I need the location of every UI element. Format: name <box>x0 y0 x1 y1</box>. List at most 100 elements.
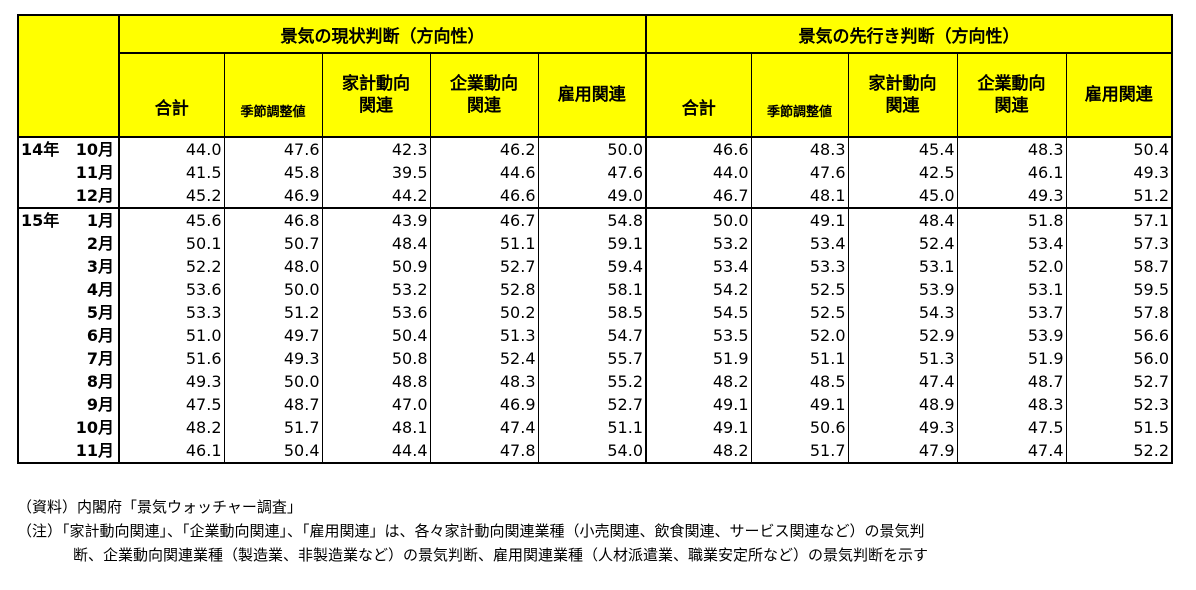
future-value-cell: 53.4 <box>750 232 848 255</box>
current-corporate-header: 企業動向 関連 <box>429 52 538 137</box>
row-period-label: 10月 <box>17 416 120 439</box>
row-period-label: 8月 <box>17 370 120 393</box>
table-row: 14年 10月 44.0 47.6 42.3 46.2 50.0 46.6 48.3 45.4 48… <box>17 136 1173 161</box>
future-value-cell: 51.9 <box>645 347 751 370</box>
economy-watcher-table: 景気の現状判断（方向性） 景気の先行き判断（方向性） 合計 季節調整値 家計動向… <box>17 14 1173 464</box>
future-household-header-line1: 家計動向 <box>868 74 937 94</box>
current-value-cell: 50.0 <box>223 278 322 301</box>
footnote-line-1: （注）「家計動向関連」、「企業動向関連」、「雇用関連」は、各々家計動向関連業種（… <box>17 522 925 540</box>
current-value-cell: 41.5 <box>118 161 224 184</box>
future-seasonal-header: 季節調整値 <box>750 53 848 137</box>
future-value-cell: 52.9 <box>847 324 957 347</box>
future-value-cell: 42.5 <box>847 161 957 184</box>
future-value-cell: 52.2 <box>1065 439 1173 464</box>
month-label: 11月 <box>75 441 114 460</box>
future-value-cell: 52.0 <box>750 324 848 347</box>
future-value-cell: 57.8 <box>1065 301 1173 324</box>
current-value-cell: 50.9 <box>321 255 430 278</box>
future-value-cell: 49.1 <box>750 393 848 416</box>
current-value-cell: 47.5 <box>118 393 224 416</box>
future-value-cell: 51.9 <box>956 347 1066 370</box>
row-period-label: 7月 <box>17 347 120 370</box>
current-value-cell: 48.3 <box>429 370 538 393</box>
current-value-cell: 44.0 <box>118 136 224 161</box>
future-employment-header: 雇用関連 <box>1065 52 1173 137</box>
notes: （資料）内閣府「景気ウォッチャー調査」 （注）「家計動向関連」、「企業動向関連」… <box>17 495 1193 567</box>
future-value-cell: 48.3 <box>956 393 1066 416</box>
current-value-cell: 58.5 <box>537 301 646 324</box>
current-value-cell: 51.3 <box>429 324 538 347</box>
current-value-cell: 52.2 <box>118 255 224 278</box>
table-row: 9月 47.5 48.7 47.0 46.9 52.7 49.1 49.1 48.9 48.3 52… <box>17 393 1173 416</box>
current-value-cell: 47.4 <box>429 416 538 439</box>
current-value-cell: 46.1 <box>118 439 224 464</box>
current-value-cell: 54.7 <box>537 324 646 347</box>
current-employment-header: 雇用関連 <box>537 52 646 137</box>
current-value-cell: 46.9 <box>429 393 538 416</box>
current-value-cell: 47.8 <box>429 439 538 464</box>
table-row: 11月 41.5 45.8 39.5 44.6 47.6 44.0 47.6 42.5 46.1 4… <box>17 161 1173 184</box>
future-value-cell: 48.9 <box>847 393 957 416</box>
current-value-cell: 55.7 <box>537 347 646 370</box>
future-value-cell: 45.0 <box>847 184 957 209</box>
future-value-cell: 52.7 <box>1065 370 1173 393</box>
row-label-header <box>17 14 120 138</box>
current-value-cell: 50.2 <box>429 301 538 324</box>
future-value-cell: 44.0 <box>645 161 751 184</box>
current-value-cell: 51.0 <box>118 324 224 347</box>
future-value-cell: 57.3 <box>1065 232 1173 255</box>
current-value-cell: 46.9 <box>223 184 322 209</box>
future-value-cell: 49.3 <box>847 416 957 439</box>
future-value-cell: 52.5 <box>750 278 848 301</box>
current-value-cell: 53.3 <box>118 301 224 324</box>
future-value-cell: 51.7 <box>750 439 848 464</box>
future-value-cell: 53.5 <box>645 324 751 347</box>
current-value-cell: 50.8 <box>321 347 430 370</box>
current-value-cell: 46.6 <box>429 184 538 209</box>
future-value-cell: 51.2 <box>1065 184 1173 209</box>
current-value-cell: 52.7 <box>429 255 538 278</box>
current-corporate-header-line2: 関連 <box>467 96 501 116</box>
future-value-cell: 50.4 <box>1065 136 1173 161</box>
future-value-cell: 53.3 <box>750 255 848 278</box>
month-label: 7月 <box>86 349 114 368</box>
future-value-cell: 49.3 <box>956 184 1066 209</box>
current-assessment-group-header: 景気の現状判断（方向性） <box>118 14 647 54</box>
future-value-cell: 48.7 <box>956 370 1066 393</box>
table-row: 2月 50.1 50.7 48.4 51.1 59.1 53.2 53.4 52.4 53.4 57… <box>17 232 1173 255</box>
future-value-cell: 49.1 <box>750 208 848 232</box>
current-value-cell: 47.6 <box>223 136 322 161</box>
future-value-cell: 50.6 <box>750 416 848 439</box>
economy-watcher-table-wrapper: 景気の現状判断（方向性） 景気の先行き判断（方向性） 合計 季節調整値 家計動向… <box>17 14 1173 464</box>
future-value-cell: 46.6 <box>645 136 751 161</box>
current-value-cell: 50.4 <box>223 439 322 464</box>
table-row: 11月 46.1 50.4 44.4 47.8 54.0 48.2 51.7 47.9 47.4 5… <box>17 439 1173 464</box>
current-value-cell: 42.3 <box>321 136 430 161</box>
current-value-cell: 44.6 <box>429 161 538 184</box>
future-value-cell: 48.5 <box>750 370 848 393</box>
row-period-label: 5月 <box>17 301 120 324</box>
row-period-label: 4月 <box>17 278 120 301</box>
future-corporate-header: 企業動向 関連 <box>956 52 1066 137</box>
current-value-cell: 52.7 <box>537 393 646 416</box>
future-value-cell: 52.5 <box>750 301 848 324</box>
year-label: 15年 <box>21 211 60 230</box>
future-value-cell: 56.0 <box>1065 347 1173 370</box>
source-note: （資料）内閣府「景気ウォッチャー調査」 <box>17 498 302 516</box>
current-value-cell: 51.1 <box>429 232 538 255</box>
future-value-cell: 47.4 <box>956 439 1066 464</box>
current-value-cell: 44.2 <box>321 184 430 209</box>
current-value-cell: 47.6 <box>537 161 646 184</box>
current-value-cell: 48.0 <box>223 255 322 278</box>
current-value-cell: 53.6 <box>118 278 224 301</box>
current-value-cell: 58.1 <box>537 278 646 301</box>
future-value-cell: 59.5 <box>1065 278 1173 301</box>
future-value-cell: 48.3 <box>750 136 848 161</box>
table-row: 7月 51.6 49.3 50.8 52.4 55.7 51.9 51.1 51.3 51.9 56… <box>17 347 1173 370</box>
current-value-cell: 53.2 <box>321 278 430 301</box>
current-value-cell: 52.8 <box>429 278 538 301</box>
current-value-cell: 52.4 <box>429 347 538 370</box>
current-value-cell: 59.4 <box>537 255 646 278</box>
month-label: 11月 <box>75 163 114 182</box>
month-label: 3月 <box>86 257 114 276</box>
